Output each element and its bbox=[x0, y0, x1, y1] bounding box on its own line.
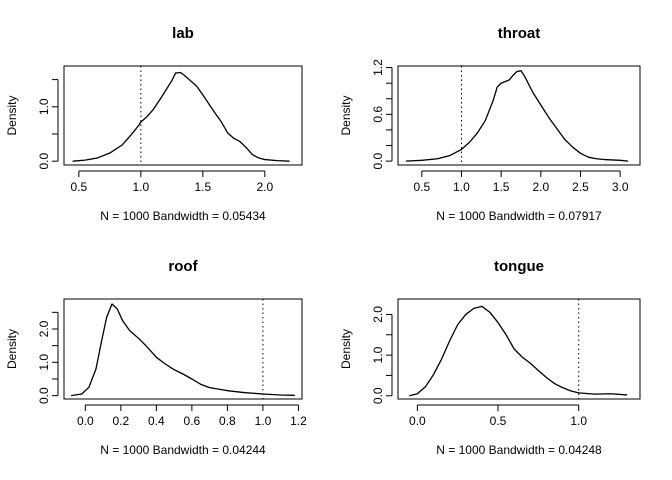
y-tick-label: 0.0 bbox=[37, 153, 51, 170]
panel-lab: lab 0.5 1.0 1.5 2.0 N = 1000 Bandwidth = 0.05… bbox=[5, 25, 303, 223]
x-tick-label: 1.2 bbox=[290, 414, 307, 428]
panel-title: throat bbox=[498, 25, 541, 42]
y-tick-label: 1.0 bbox=[371, 346, 385, 363]
panel-tongue: tongue 0.0 0.5 1.0 N = 1000 Bandwidth = 0.04… bbox=[339, 258, 641, 457]
x-tick-label: 1.0 bbox=[453, 180, 470, 194]
density-curve bbox=[70, 303, 295, 397]
x-axis-label: N = 1000 Bandwidth = 0.04248 bbox=[436, 443, 602, 457]
panel-title: tongue bbox=[494, 258, 544, 275]
plot-frame bbox=[397, 65, 641, 166]
y-axis-label: Density bbox=[5, 95, 19, 135]
plot-frame bbox=[63, 65, 303, 166]
x-tick-label: 2.0 bbox=[256, 180, 273, 194]
plot-frame bbox=[63, 298, 303, 400]
x-axis-label: N = 1000 Bandwidth = 0.04244 bbox=[100, 443, 266, 457]
y-tick-label: 2.0 bbox=[37, 320, 51, 337]
y-tick-label: 0.6 bbox=[371, 106, 385, 123]
y-tick-label: 1.0 bbox=[37, 98, 51, 115]
x-tick-label: 1.5 bbox=[493, 180, 510, 194]
x-tick-label: 2.0 bbox=[532, 180, 549, 194]
x-axis-label: N = 1000 Bandwidth = 0.05434 bbox=[100, 209, 266, 223]
y-tick-label: 1.2 bbox=[371, 59, 385, 76]
x-tick-label: 0.2 bbox=[112, 414, 129, 428]
y-tick-label: 0.0 bbox=[371, 387, 385, 404]
y-axis-label: Density bbox=[339, 329, 353, 369]
x-tick-label: 1.0 bbox=[570, 414, 587, 428]
x-tick-label: 0.0 bbox=[77, 414, 94, 428]
x-tick-label: 0.4 bbox=[148, 414, 165, 428]
y-tick-label: 0.0 bbox=[37, 387, 51, 404]
density-curve bbox=[72, 71, 290, 162]
panel-throat: throat 0.5 1.0 1.5 2.0 2.5 3.0 N = 1000 Bandwid… bbox=[339, 25, 641, 223]
x-tick-label: 1.5 bbox=[194, 180, 211, 194]
y-tick-label: 0.0 bbox=[371, 152, 385, 169]
x-tick-label: 1.0 bbox=[133, 180, 150, 194]
x-tick-label: 3.0 bbox=[612, 180, 629, 194]
panel-roof: roof 0.0 0.2 0.4 0.6 0.8 1.0 1.2 N = 1000 Bandwi… bbox=[5, 258, 307, 457]
x-tick-label: 2.5 bbox=[572, 180, 589, 194]
x-tick-label: 0.5 bbox=[71, 180, 88, 194]
density-curve bbox=[405, 70, 629, 162]
density-curve bbox=[409, 305, 628, 397]
x-tick-label: 0.8 bbox=[219, 414, 236, 428]
y-axis-label: Density bbox=[5, 329, 19, 369]
x-tick-label: 0.0 bbox=[409, 414, 426, 428]
panel-title: lab bbox=[172, 25, 194, 42]
x-tick-label: 0.6 bbox=[184, 414, 201, 428]
x-tick-label: 0.5 bbox=[413, 180, 430, 194]
x-axis-label: N = 1000 Bandwidth = 0.07917 bbox=[436, 209, 602, 223]
plot-frame bbox=[397, 298, 641, 400]
x-tick-label: 1.0 bbox=[255, 414, 272, 428]
y-tick-label: 1.0 bbox=[37, 354, 51, 371]
panel-title: roof bbox=[168, 258, 198, 275]
y-axis-label: Density bbox=[339, 95, 353, 135]
y-tick-label: 2.0 bbox=[371, 306, 385, 323]
x-tick-label: 0.5 bbox=[490, 414, 507, 428]
